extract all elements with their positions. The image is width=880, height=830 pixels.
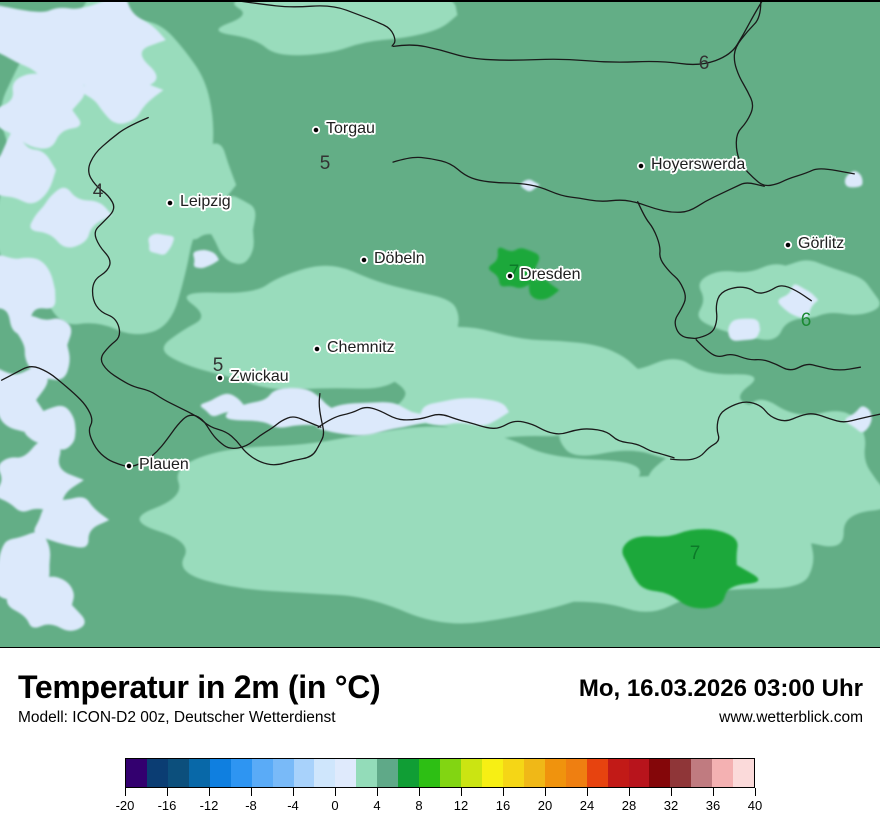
svg-text:6: 6 [801,310,812,331]
svg-text:5: 5 [320,153,331,174]
svg-text:5: 5 [213,355,224,376]
svg-text:6: 6 [699,53,710,74]
svg-text:4: 4 [93,181,104,202]
svg-text:7: 7 [690,543,701,564]
